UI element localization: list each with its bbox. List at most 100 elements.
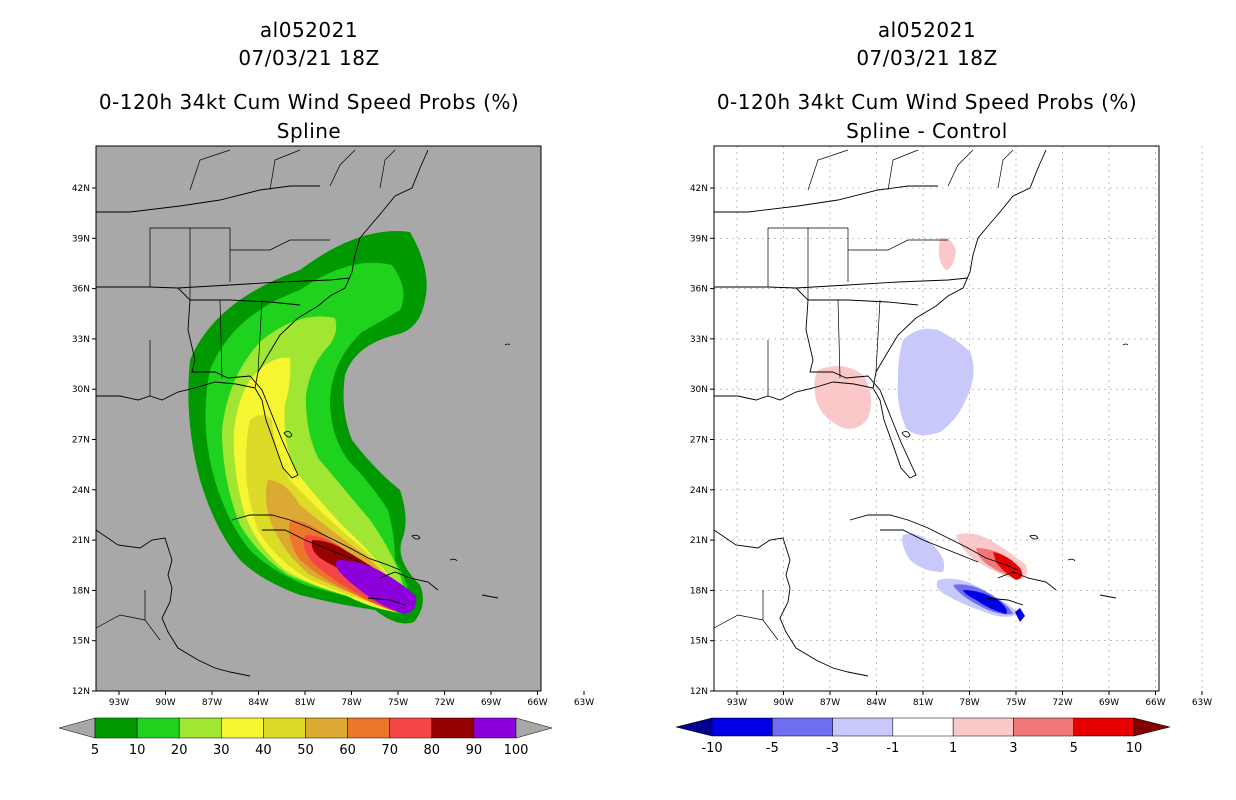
lat-tick-label: 21N [690, 536, 708, 546]
coastline [262, 529, 361, 563]
lat-tick-label: 15N [72, 637, 90, 647]
lon-tick-label: 84W [248, 698, 268, 708]
method-title: Spline [276, 119, 342, 143]
lon-tick-label: 69W [1099, 698, 1119, 708]
lon-tick-label: 66W [1145, 698, 1165, 708]
lon-tick-label: 87W [820, 698, 840, 708]
colorbar-low-arrow [675, 717, 713, 737]
coastline [190, 299, 301, 306]
coastline [714, 185, 938, 213]
colorbar-box [178, 717, 222, 739]
colorbar-box [892, 717, 954, 737]
lon-tick-label: 63W [574, 698, 594, 708]
colorbar-box [431, 717, 475, 739]
state-border [767, 227, 809, 300]
colorbar-box [305, 717, 348, 739]
colorbar-box [1073, 717, 1135, 737]
map-frame [713, 145, 1160, 692]
coastline [849, 514, 1019, 571]
coastline [231, 514, 401, 571]
state-border [807, 149, 849, 191]
island-outline [411, 534, 421, 540]
state-border [997, 149, 1014, 189]
coastline [481, 594, 499, 599]
lat-tick-label: 42N [690, 184, 708, 194]
coastline [997, 571, 1057, 591]
colorbar-label: -3 [826, 741, 839, 756]
difference-contour [963, 590, 1007, 614]
coastline [714, 286, 917, 479]
state-border [947, 149, 974, 187]
colorbar-box [832, 717, 894, 737]
lon-tick-label: 78W [341, 698, 361, 708]
lat-tick-label: 39N [690, 234, 708, 244]
state-border [190, 227, 231, 282]
colorbar-label: 70 [381, 743, 398, 758]
state-border [875, 299, 881, 373]
colorbar-label: 60 [339, 743, 356, 758]
state-border [329, 149, 356, 187]
colorbar-label: 5 [1070, 741, 1078, 756]
product-title: 0-120h 34kt Cum Wind Speed Probs (%) [716, 90, 1138, 114]
lat-tick-label: 30N [72, 385, 90, 395]
lat-tick-label: 33N [690, 335, 708, 345]
map-frame [95, 145, 542, 692]
lon-tick-label: 87W [202, 698, 222, 708]
colorbar-box [263, 717, 306, 739]
state-border [219, 299, 223, 379]
lat-tick-label: 30N [690, 385, 708, 395]
colorbar-label: 30 [213, 743, 230, 758]
colorbar-box [136, 717, 180, 739]
lon-tick-label: 66W [527, 698, 547, 708]
colorbar-label: 80 [424, 743, 441, 758]
colorbar-high-arrow [515, 717, 553, 739]
lat-tick-label: 24N [72, 486, 90, 496]
lat-tick-label: 24N [690, 486, 708, 496]
left-panel: al052021 07/03/21 18Z 0-120h 34kt Cum Wi… [58, 18, 594, 758]
lat-tick-label: 27N [690, 436, 708, 446]
state-border [269, 149, 301, 191]
coastline [795, 277, 969, 289]
product-title: 0-120h 34kt Cum Wind Speed Probs (%) [98, 90, 520, 114]
lon-tick-label: 93W [109, 698, 129, 708]
lon-tick-label: 69W [481, 698, 501, 708]
colorbar-box [473, 717, 517, 739]
island-outline [1122, 343, 1129, 346]
lon-tick-label: 84W [866, 698, 886, 708]
lat-tick-label: 21N [72, 536, 90, 546]
lon-tick-label: 90W [155, 698, 175, 708]
coastline [254, 149, 429, 389]
coastline [880, 529, 979, 563]
lat-tick-label: 18N [690, 586, 708, 596]
coastline [379, 571, 439, 591]
lat-tick-label: 36N [72, 285, 90, 295]
colorbar-low-arrow [58, 717, 96, 739]
colorbar-label: 5 [91, 743, 99, 758]
difference-contour [902, 533, 945, 572]
probability-contour [336, 560, 417, 614]
datetime: 07/03/21 18Z [856, 46, 998, 70]
state-border [149, 227, 191, 300]
storm-id: al052021 [877, 18, 977, 42]
lat-tick-label: 18N [72, 586, 90, 596]
colorbar-label: 40 [255, 743, 272, 758]
colorbar-box [711, 717, 773, 737]
coastline [96, 185, 320, 213]
coastline [713, 529, 869, 677]
state-border [257, 299, 263, 373]
colorbar-box [1013, 717, 1074, 737]
island-outline [504, 343, 511, 346]
state-border [95, 614, 146, 629]
probability-map: 42N 39N 36N 33N 30N 27N 24N 21N 18N 15N 12N 93W 90W 8… [58, 145, 594, 758]
lat-tick-label: 39N [72, 234, 90, 244]
colorbar-box [952, 717, 1014, 737]
colorbar-box [389, 717, 433, 739]
state-border [837, 299, 841, 379]
lat-tick-label: 12N [690, 687, 708, 697]
datetime: 07/03/21 18Z [238, 46, 380, 70]
coastline [367, 597, 406, 606]
colorbar-label: 1 [949, 741, 957, 756]
lon-tick-label: 75W [1006, 698, 1026, 708]
coastline [96, 286, 299, 479]
colorbar-label: -1 [886, 741, 899, 756]
